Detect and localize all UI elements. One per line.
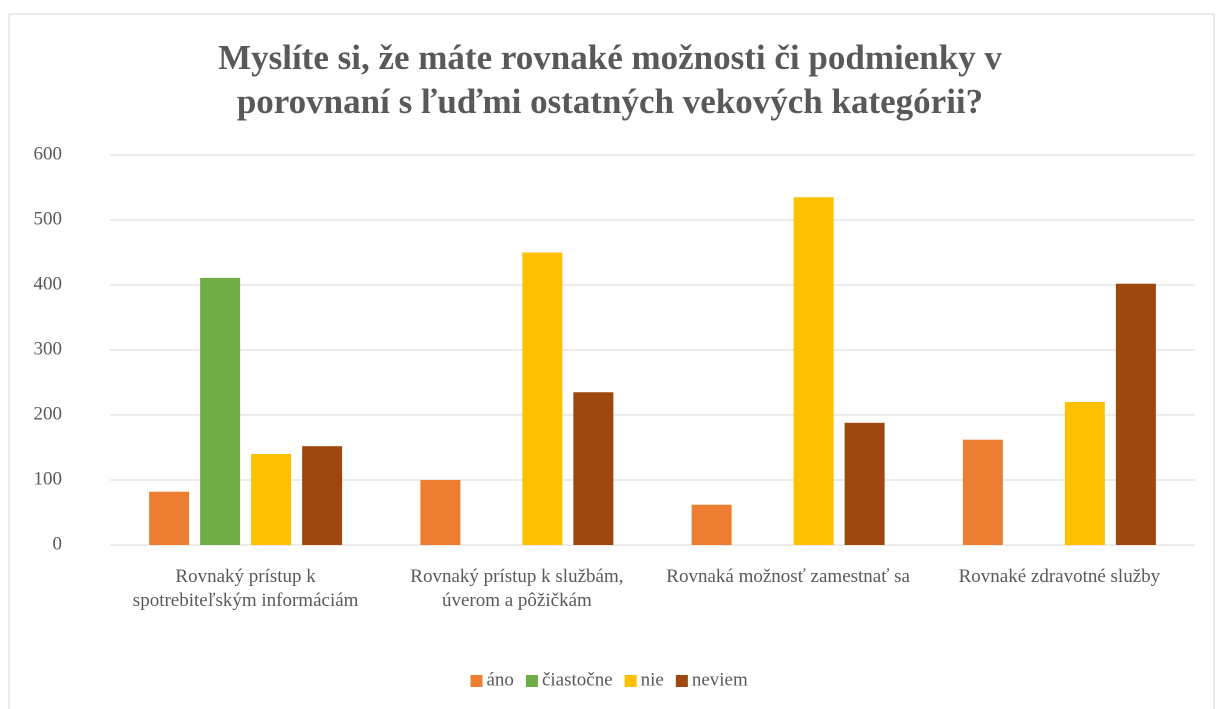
y-tick-label: 500 [34, 208, 63, 229]
y-tick-label: 0 [53, 533, 63, 554]
legend-label: neviem [692, 669, 748, 690]
y-tick-label: 300 [34, 338, 63, 359]
legend-label: áno [487, 669, 514, 690]
x-tick-label: Rovnaký prístup k službám, úverom a pôži… [410, 566, 624, 611]
bar [302, 446, 343, 545]
y-tick-label: 400 [34, 273, 63, 294]
bar [1064, 402, 1105, 545]
bar [522, 252, 563, 545]
legend-label: nie [641, 669, 664, 690]
chart-border [8, 13, 1215, 709]
y-tick-label: 100 [34, 468, 63, 489]
legend-swatch [470, 675, 483, 687]
y-tick-label: 200 [34, 403, 63, 424]
bar [1115, 283, 1156, 545]
legend-swatch [675, 675, 688, 687]
bar [149, 491, 190, 545]
legend-swatch [525, 675, 538, 687]
y-tick-label: 600 [34, 143, 63, 164]
bar [251, 454, 292, 545]
bar [844, 422, 885, 545]
x-tick-label: Rovnaké zdravotné služby [958, 566, 1161, 587]
legend-swatch [624, 675, 637, 687]
x-tick-label: Rovnaký prístup k spotrebiteľským inform… [132, 566, 359, 611]
chart-title: Myslíte si, že máte rovnaké možnosti či … [218, 38, 1002, 121]
bar [420, 480, 461, 545]
bar [200, 277, 241, 545]
bar [962, 439, 1003, 545]
legend-label: čiastočne [542, 669, 613, 690]
x-tick-label: Rovnaká možnosť zamestnať sa [666, 566, 910, 587]
bar [691, 504, 732, 545]
bar [793, 197, 834, 545]
bar [573, 392, 614, 545]
